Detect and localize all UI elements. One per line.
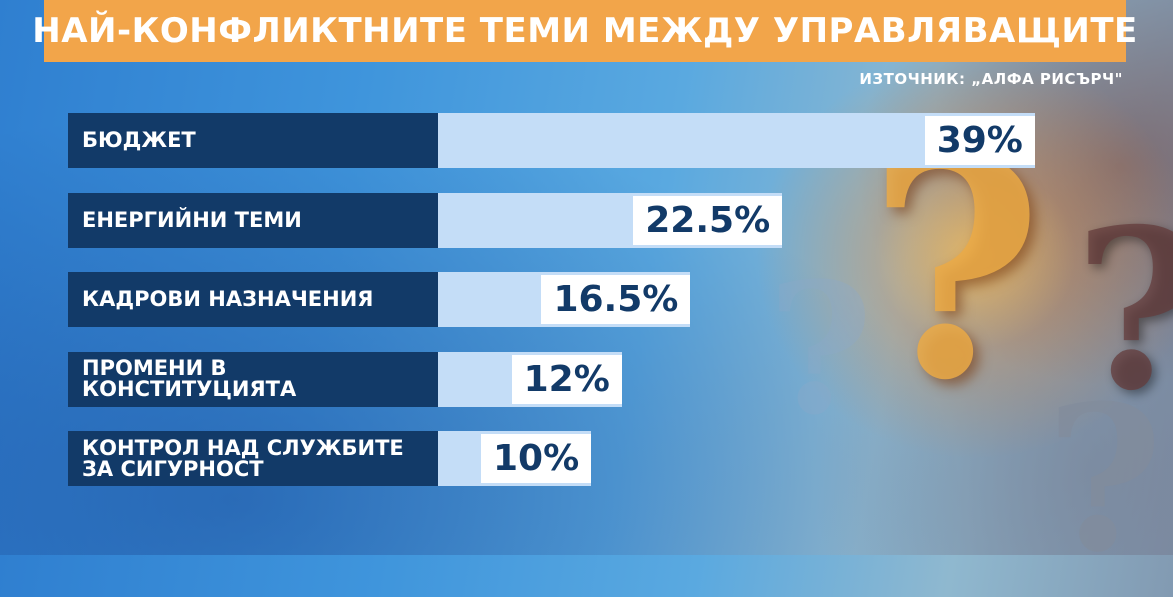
title-bar: НАЙ-КОНФЛИКТНИТЕ ТЕМИ МЕЖДУ УПРАВЛЯВАЩИТ… — [32, 0, 1137, 62]
question-mark-decoration: ? — [1074, 200, 1173, 420]
category-label: ПРОМЕНИ В КОНСТИТУЦИЯТА — [68, 351, 438, 407]
category-label: КАДРОВИ НАЗНАЧЕНИЯ — [68, 272, 438, 327]
category-label: БЮДЖЕТ — [68, 113, 438, 168]
chart-title: НАЙ-КОНФЛИКТНИТЕ ТЕМИ МЕЖДУ УПРАВЛЯВАЩИТ… — [32, 11, 1138, 51]
value-label: 16.5% — [541, 275, 691, 324]
question-mark-decoration: ? — [767, 244, 873, 455]
question-mark-decoration: ? — [867, 93, 1043, 446]
value-label: 22.5% — [633, 195, 783, 245]
background-glow — [653, 0, 1173, 555]
value-label: 12% — [511, 354, 622, 404]
value-label: 10% — [481, 434, 592, 483]
category-label: ЕНЕРГИЙНИ ТЕМИ — [68, 192, 438, 248]
source-label: ИЗТОЧНИК: „АЛФА РИСЪРЧ" — [859, 70, 1123, 88]
value-label: 39% — [924, 116, 1035, 165]
question-mark-decoration: ? — [1045, 362, 1163, 597]
category-label: КОНТРОЛ НАД СЛУЖБИТЕ ЗА СИГУРНОСТ — [68, 431, 438, 486]
